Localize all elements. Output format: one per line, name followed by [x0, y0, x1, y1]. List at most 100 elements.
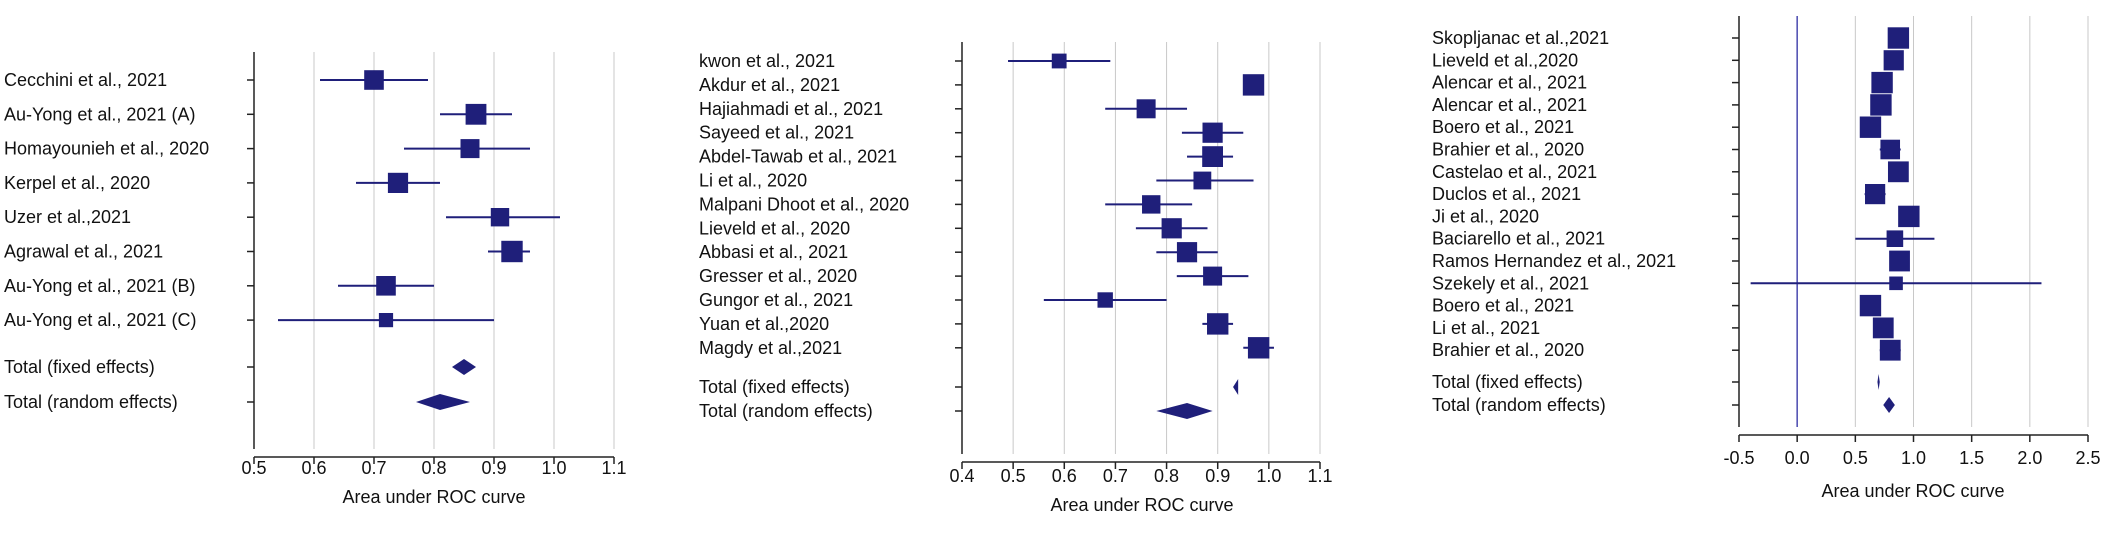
point-estimate-square: [1886, 230, 1904, 247]
pooled-label: Total (random effects): [1432, 395, 1606, 415]
forest-panel-2: 0.4 0.5 0.6 0.7 0.8 0.9 1.0 1.1 Area under ROC c…: [699, 42, 1333, 515]
point-estimate-square: [1051, 53, 1067, 69]
study-label: Abbasi et al., 2021: [699, 242, 848, 262]
point-estimate-square: [1889, 276, 1903, 291]
x-tick-label: 0.7: [1103, 466, 1128, 486]
point-estimate-square: [1097, 292, 1113, 308]
study-label: Cecchini et al., 2021: [4, 70, 167, 90]
x-tick-label: -0.5: [1723, 448, 1754, 468]
pooled-label: Total (fixed effects): [699, 377, 850, 397]
point-estimate-square: [501, 240, 523, 263]
point-estimate-square: [1887, 161, 1909, 183]
study-label: Yuan et al.,2020: [699, 314, 829, 334]
pooled-label: Total (random effects): [4, 392, 178, 412]
x-tick-label: 1.1: [1307, 466, 1332, 486]
study-label: Agrawal et al., 2021: [4, 242, 163, 262]
study-label: Au-Yong et al., 2021 (A): [4, 104, 195, 124]
study-label: kwon et al., 2021: [699, 51, 835, 71]
study-label: Hajiahmadi et al., 2021: [699, 99, 883, 119]
x-tick-label: 0.5: [1001, 466, 1026, 486]
study-label: Li et al., 2021: [1432, 318, 1540, 338]
x-tick-label: 2.0: [2017, 448, 2042, 468]
study-label: Lieveld et al., 2020: [699, 218, 850, 238]
x-tick-label: 0.6: [301, 458, 326, 478]
study-label: Lieveld et al.,2020: [1432, 50, 1578, 70]
forest-panel-3: -0.5 0.0 0.5 1.0 1.5 2.0 2.5 Area under ROC cur…: [1432, 16, 2101, 501]
point-estimate-square: [1202, 122, 1223, 143]
study-label: Ramos Hernandez et al., 2021: [1432, 251, 1676, 271]
study-label: Gungor et al., 2021: [699, 290, 853, 310]
point-estimate-square: [387, 172, 409, 193]
study-label: Ji et al., 2020: [1432, 206, 1539, 226]
point-estimate-square: [1865, 184, 1886, 205]
study-label: Szekely et al., 2021: [1432, 273, 1589, 293]
study-label: Li et al., 2020: [699, 171, 807, 191]
pooled-diamond: [416, 394, 470, 410]
study-label: Boero et al., 2021: [1432, 117, 1574, 137]
study-label: Abdel-Tawab et al., 2021: [699, 147, 897, 167]
point-estimate-square: [1161, 218, 1182, 239]
x-tick-label: 1.0: [541, 458, 566, 478]
study-label: Skopljanac et al.,2021: [1432, 28, 1609, 48]
point-estimate-square: [1879, 339, 1901, 361]
point-estimate-square: [1247, 337, 1270, 359]
x-tick-label: 2.5: [2075, 448, 2100, 468]
point-estimate-square: [1898, 205, 1920, 228]
x-tick-label: 1.0: [1256, 466, 1281, 486]
study-label: Alencar et al., 2021: [1432, 95, 1587, 115]
x-tick-label: 0.5: [241, 458, 266, 478]
x-tick-label: 1.5: [1959, 448, 1984, 468]
x-tick-label: 0.5: [1843, 448, 1868, 468]
x-tick-label: 0.6: [1052, 466, 1077, 486]
point-estimate-square: [364, 70, 384, 90]
point-estimate-square: [1880, 139, 1901, 160]
point-estimate-square: [1142, 195, 1161, 214]
study-label: Castelao et al., 2021: [1432, 162, 1597, 182]
x-axis-title: Area under ROC curve: [1050, 495, 1233, 515]
x-tick-label: 0.8: [421, 458, 446, 478]
study-label: Akdur et al., 2021: [699, 75, 840, 95]
pooled-diamond: [1156, 403, 1213, 419]
point-estimate-square: [1883, 50, 1904, 71]
point-estimate-square: [1176, 242, 1198, 263]
pooled-label: Total (fixed effects): [1432, 372, 1583, 392]
study-label: Malpani Dhoot et al., 2020: [699, 194, 909, 214]
x-tick-label: 0.0: [1785, 448, 1810, 468]
x-tick-label: 0.4: [949, 466, 974, 486]
study-label: Au-Yong et al., 2021 (B): [4, 276, 195, 296]
pooled-diamond: [452, 359, 476, 375]
study-label: Brahier et al., 2020: [1432, 140, 1584, 160]
study-label: Gresser et al., 2020: [699, 266, 857, 286]
study-label: Boero et al., 2021: [1432, 296, 1574, 316]
point-estimate-square: [1871, 71, 1893, 94]
point-estimate-square: [460, 139, 480, 159]
point-estimate-square: [1859, 116, 1882, 138]
pooled-diamond: [1883, 397, 1895, 413]
pooled-diamond: [1877, 374, 1880, 390]
point-estimate-square: [1859, 294, 1882, 317]
point-estimate-square: [378, 313, 394, 328]
x-tick-label: 1.0: [1901, 448, 1926, 468]
x-tick-label: 0.9: [1205, 466, 1230, 486]
study-label: Magdy et al.,2021: [699, 338, 842, 358]
x-axis-title: Area under ROC curve: [342, 487, 525, 507]
study-label: Duclos et al., 2021: [1432, 184, 1581, 204]
point-estimate-square: [1202, 146, 1223, 167]
point-estimate-square: [1242, 74, 1265, 96]
point-estimate-square: [490, 208, 510, 227]
study-label: Kerpel et al., 2020: [4, 173, 150, 193]
point-estimate-square: [1207, 313, 1229, 335]
study-label: Uzer et al.,2021: [4, 207, 131, 227]
study-label: Homayounieh et al., 2020: [4, 139, 209, 159]
study-label: Sayeed et al., 2021: [699, 123, 854, 143]
point-estimate-square: [465, 103, 487, 125]
point-estimate-square: [1136, 99, 1156, 119]
x-tick-label: 0.8: [1154, 466, 1179, 486]
x-tick-label: 0.7: [361, 458, 386, 478]
point-estimate-square: [1887, 27, 1910, 49]
study-label: Baciarello et al., 2021: [1432, 229, 1605, 249]
pooled-label: Total (fixed effects): [4, 357, 155, 377]
pooled-label: Total (random effects): [699, 401, 873, 421]
point-estimate-square: [1889, 250, 1910, 272]
